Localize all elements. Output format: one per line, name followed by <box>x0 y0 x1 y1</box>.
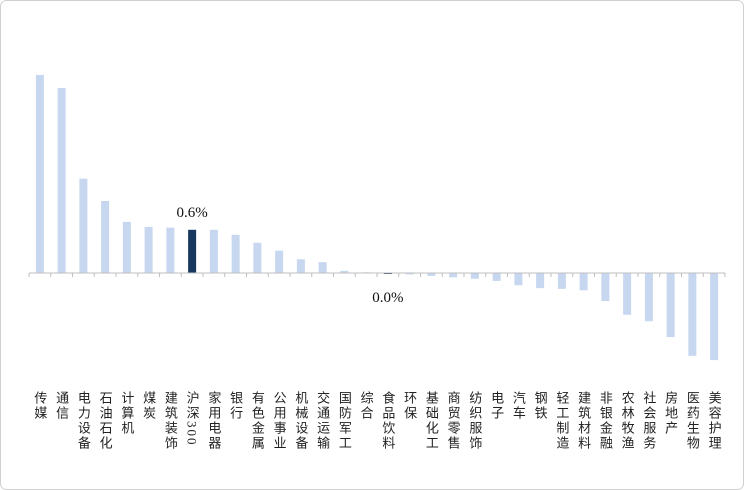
x-tick-label: 社会服务 <box>641 390 656 451</box>
x-tick-label: 石油石化 <box>98 391 113 451</box>
value-label: 0.0% <box>372 290 403 306</box>
bar <box>144 226 153 273</box>
x-tick-label: 国防军工 <box>337 391 352 451</box>
bar <box>623 273 632 315</box>
x-tick-label: 环保 <box>402 391 417 421</box>
x-tick-label: 公用事业 <box>272 391 287 451</box>
x-tick-label: 钢铁 <box>533 391 548 421</box>
bar <box>644 273 653 322</box>
x-tick-label: 纺织服饰 <box>467 391 482 451</box>
x-tick-label: 美容护理 <box>707 391 722 451</box>
bar <box>57 87 66 274</box>
bar <box>470 273 479 279</box>
x-tick-label: 煤炭 <box>141 391 156 421</box>
bar <box>340 270 349 273</box>
x-tick-label: 机械设备 <box>293 391 308 451</box>
x-tick-label: 基础化工 <box>424 391 439 451</box>
x-tick-label: 通信 <box>54 391 69 421</box>
bar <box>209 229 218 273</box>
x-tick-label: 电子 <box>489 391 504 421</box>
x-tick-label: 食品饮料 <box>380 390 395 451</box>
bar <box>253 242 262 273</box>
bar <box>427 273 436 276</box>
value-label: 0.6% <box>177 205 208 221</box>
bar <box>275 250 284 273</box>
bar <box>318 262 327 273</box>
bar <box>688 273 697 356</box>
x-tick-label: 轻工制造 <box>554 391 569 451</box>
bar <box>188 229 197 273</box>
bar <box>579 273 588 291</box>
x-tick-label: 非银金融 <box>598 391 613 451</box>
bar <box>296 259 305 273</box>
bar <box>710 273 719 361</box>
x-tick-label: 传媒 <box>32 391 47 421</box>
bar <box>231 234 240 273</box>
x-tick-label: 建筑材料 <box>576 391 591 451</box>
x-tick-label: 建筑装饰 <box>163 391 178 451</box>
bar <box>101 201 110 273</box>
x-tick-label: 商贸零售 <box>446 391 461 451</box>
x-tick-label: 医药生物 <box>685 391 700 451</box>
x-tick-label: 有色金属 <box>250 391 265 451</box>
bar <box>666 273 675 338</box>
bar <box>536 273 545 289</box>
x-tick-label: 银行 <box>228 391 243 421</box>
bar <box>79 178 88 273</box>
x-tick-label: 综合 <box>359 391 374 421</box>
x-tick-label: 计算机 <box>119 391 134 436</box>
x-tick-label: 交通运输 <box>315 390 330 451</box>
bar <box>557 273 566 289</box>
bar <box>449 273 458 278</box>
x-tick-label: 农林牧渔 <box>620 391 635 451</box>
bar <box>405 273 414 275</box>
bar <box>492 273 501 281</box>
bar <box>166 227 175 273</box>
bar <box>601 273 610 302</box>
bar <box>122 221 131 273</box>
x-tick-label: 汽车 <box>511 391 526 421</box>
bar <box>514 273 523 286</box>
x-tick-label: 沪深300 <box>185 390 200 446</box>
x-tick-label: 电力设备 <box>76 391 91 451</box>
x-tick-label: 房地产 <box>663 390 678 436</box>
x-tick-label: 家用电器 <box>206 390 221 451</box>
bar <box>35 75 44 273</box>
